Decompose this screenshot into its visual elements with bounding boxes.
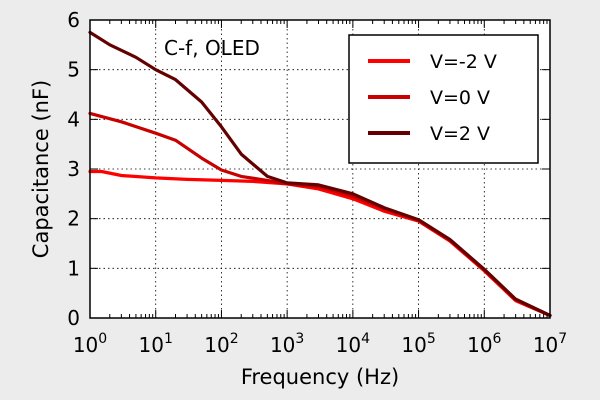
legend: V=-2 V V=0 V V=2 V (348, 34, 539, 164)
x-tick-label: 103 (270, 331, 304, 357)
y-tick-label: 6 (67, 8, 80, 32)
tick-labels: 100 101 102 103 104 105 106 107 0 1 2 3 4 5 6 (67, 8, 567, 357)
x-tick-label: 101 (139, 331, 173, 357)
series-layer (88, 30, 552, 318)
x-axis-title: Frequency (Hz) (241, 365, 399, 389)
legend-label: V=2 V (430, 123, 490, 145)
y-tick-label: 3 (67, 157, 80, 181)
plot-frame (89, 19, 551, 319)
legend-label: V=-2 V (430, 51, 497, 73)
y-tick-label: 5 (67, 58, 80, 82)
legend-label: V=0 V (430, 87, 490, 109)
y-tick-label: 4 (67, 107, 80, 131)
x-tick-label: 105 (401, 331, 435, 357)
series-line (88, 30, 552, 318)
y-tick-label: 2 (67, 207, 80, 231)
y-tick-label: 0 (67, 306, 80, 330)
x-tick-label: 106 (467, 331, 501, 357)
chart-annotation: C-f, OLED (164, 36, 260, 60)
y-axis-title: Capacitance (nF) (29, 80, 53, 258)
x-tick-label: 100 (73, 331, 107, 357)
x-tick-label: 104 (336, 331, 370, 357)
y-tick-label: 1 (67, 256, 80, 280)
x-tick-label: 107 (533, 331, 567, 357)
x-tick-label: 102 (204, 331, 238, 357)
